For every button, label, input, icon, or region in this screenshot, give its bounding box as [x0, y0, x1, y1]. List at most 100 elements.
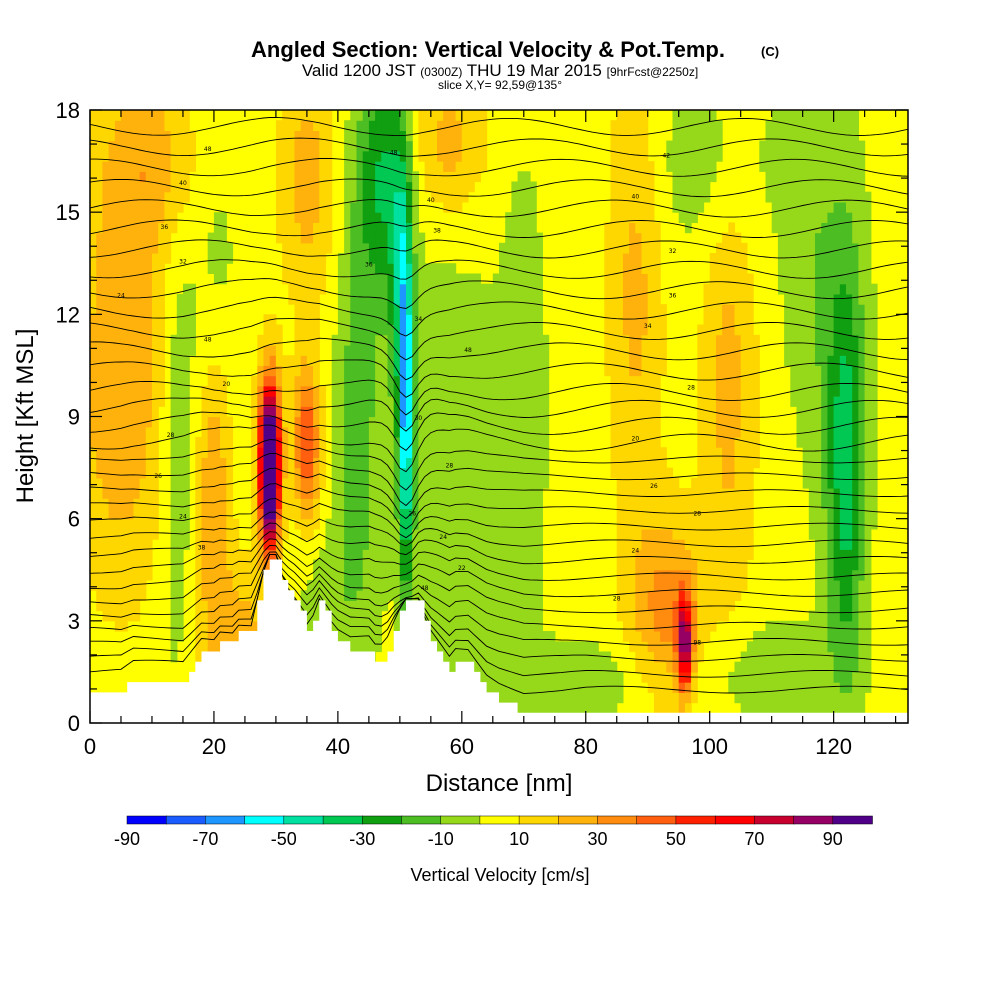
- velocity-cell: [746, 528, 754, 540]
- velocity-cell: [684, 651, 692, 663]
- velocity-cell: [102, 130, 110, 142]
- velocity-cell: [406, 385, 413, 397]
- velocity-cell: [443, 365, 450, 377]
- velocity-cell: [114, 426, 122, 438]
- velocity-cell: [90, 120, 97, 131]
- velocity-cell: [399, 406, 407, 418]
- velocity-cell: [709, 110, 717, 121]
- velocity-cell: [424, 181, 432, 193]
- velocity-cell: [133, 120, 141, 131]
- velocity-cell: [474, 651, 481, 663]
- velocity-cell: [796, 293, 804, 305]
- velocity-cell: [622, 110, 630, 121]
- velocity-cell: [734, 692, 742, 704]
- velocity-cell: [468, 651, 475, 663]
- velocity-cell: [616, 191, 624, 203]
- velocity-cell: [306, 590, 314, 601]
- velocity-cell: [127, 130, 134, 142]
- velocity-cell: [678, 580, 686, 591]
- velocity-cell: [96, 477, 103, 489]
- velocity-cell: [790, 222, 798, 234]
- velocity-cell: [294, 191, 302, 203]
- velocity-cell: [275, 498, 283, 509]
- velocity-cell: [833, 477, 841, 489]
- velocity-cell: [827, 477, 835, 489]
- velocity-cell: [114, 620, 122, 632]
- velocity-cell: [635, 212, 643, 223]
- velocity-cell: [653, 467, 661, 479]
- velocity-cell: [821, 518, 828, 530]
- velocity-cell: [121, 447, 128, 458]
- velocity-cell: [170, 130, 178, 142]
- velocity-cell: [406, 304, 413, 315]
- velocity-cell: [846, 447, 853, 458]
- velocity-cell: [610, 201, 618, 213]
- velocity-cell: [715, 375, 723, 387]
- velocity-cell: [406, 181, 413, 193]
- velocity-cell: [815, 671, 822, 683]
- velocity-cell: [350, 549, 358, 561]
- velocity-cell: [499, 263, 506, 274]
- velocity-cell: [139, 222, 147, 234]
- velocity-cell: [740, 375, 748, 387]
- velocity-cell: [443, 559, 450, 571]
- velocity-cell: [331, 447, 339, 458]
- velocity-cell: [715, 467, 723, 479]
- velocity-cell: [102, 467, 110, 479]
- velocity-cell: [610, 181, 618, 193]
- velocity-cell: [523, 365, 531, 377]
- velocity-cell: [344, 590, 351, 601]
- velocity-cell: [437, 120, 444, 131]
- velocity-cell: [672, 549, 680, 561]
- velocity-cell: [375, 385, 382, 397]
- velocity-cell: [387, 201, 395, 213]
- velocity-cell: [375, 263, 382, 274]
- velocity-cell: [275, 396, 283, 407]
- velocity-cell: [102, 334, 110, 346]
- velocity-cell: [678, 692, 686, 704]
- velocity-cell: [114, 569, 122, 581]
- velocity-cell: [839, 130, 847, 142]
- velocity-cell: [350, 140, 358, 152]
- velocity-cell: [133, 416, 141, 428]
- velocity-cell: [740, 477, 748, 489]
- velocity-cell: [839, 661, 847, 673]
- velocity-cell: [437, 569, 444, 581]
- velocity-cell: [189, 150, 196, 162]
- velocity-cell: [672, 161, 680, 172]
- velocity-cell: [96, 385, 103, 397]
- velocity-cell: [474, 457, 481, 469]
- velocity-cell: [406, 130, 413, 142]
- velocity-cell: [195, 508, 203, 520]
- velocity-cell: [127, 242, 134, 254]
- velocity-cell: [232, 539, 240, 550]
- velocity-cell: [530, 692, 537, 704]
- velocity-cell: [387, 488, 395, 499]
- velocity-cell: [703, 161, 711, 172]
- velocity-cell: [511, 610, 519, 622]
- velocity-cell: [505, 477, 512, 489]
- velocity-cell: [375, 477, 382, 489]
- velocity-cell: [306, 161, 314, 172]
- velocity-cell: [530, 671, 537, 683]
- velocity-cell: [821, 488, 828, 499]
- velocity-cell: [821, 345, 828, 356]
- velocity-cell: [728, 416, 736, 428]
- velocity-cell: [350, 253, 358, 264]
- velocity-cell: [102, 222, 110, 234]
- velocity-cell: [263, 406, 271, 418]
- velocity-cell: [561, 671, 568, 683]
- velocity-cell: [691, 620, 698, 632]
- velocity-cell: [492, 549, 500, 561]
- velocity-cell: [622, 631, 630, 642]
- velocity-cell: [306, 498, 314, 509]
- velocity-cell: [616, 161, 624, 172]
- velocity-cell: [356, 641, 364, 653]
- velocity-cell: [616, 416, 624, 428]
- velocity-cell: [461, 120, 469, 131]
- velocity-cell: [176, 600, 184, 612]
- velocity-cell: [213, 631, 221, 642]
- velocity-cell: [678, 682, 686, 693]
- velocity-cell: [846, 549, 853, 561]
- velocity-cell: [821, 436, 828, 448]
